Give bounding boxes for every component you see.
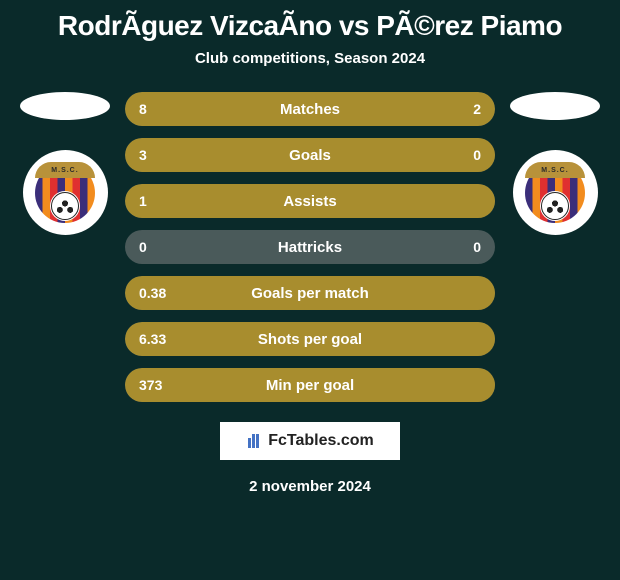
left-club-badge: M.S.C.: [23, 150, 108, 235]
left-player-col: M.S.C.: [15, 92, 115, 235]
stat-value-right: 2: [473, 101, 481, 117]
stat-label: Goals per match: [125, 285, 495, 302]
right-flag-icon: [510, 92, 600, 120]
stat-row: 373Min per goal: [125, 368, 495, 402]
stat-value-right: 0: [473, 239, 481, 255]
badge-label: M.S.C.: [35, 162, 95, 178]
badge-ball-icon: [50, 191, 80, 221]
badge-label: M.S.C.: [525, 162, 585, 178]
right-club-badge: M.S.C.: [513, 150, 598, 235]
content-area: M.S.C. 8Matches23Goals01Assists0Hattrick…: [0, 92, 620, 402]
left-flag-icon: [20, 92, 110, 120]
soccer-ball-icon: [541, 192, 569, 220]
stat-value-right: 0: [473, 147, 481, 163]
stat-label: Matches: [125, 101, 495, 118]
soccer-ball-icon: [51, 192, 79, 220]
source-logo: FcTables.com: [220, 422, 400, 460]
stat-label: Hattricks: [125, 239, 495, 256]
stat-row: 3Goals0: [125, 138, 495, 172]
subtitle: Club competitions, Season 2024: [0, 50, 620, 67]
stat-row: 6.33Shots per goal: [125, 322, 495, 356]
badge-ball-icon: [540, 191, 570, 221]
stat-label: Assists: [125, 193, 495, 210]
stat-row: 0Hattricks0: [125, 230, 495, 264]
stat-row: 8Matches2: [125, 92, 495, 126]
stats-list: 8Matches23Goals01Assists0Hattricks00.38G…: [125, 92, 495, 402]
comparison-panel: RodrÃ­guez VizcaÃ­no vs PÃ©rez Piamo Clu…: [0, 0, 620, 580]
stat-label: Min per goal: [125, 377, 495, 394]
bar-chart-icon: [246, 432, 264, 450]
stat-row: 1Assists: [125, 184, 495, 218]
right-player-col: M.S.C.: [505, 92, 605, 235]
stat-label: Shots per goal: [125, 331, 495, 348]
page-title: RodrÃ­guez VizcaÃ­no vs PÃ©rez Piamo: [0, 10, 620, 42]
logo-text: FcTables.com: [268, 432, 374, 450]
date-label: 2 november 2024: [0, 478, 620, 495]
stat-label: Goals: [125, 147, 495, 164]
stat-row: 0.38Goals per match: [125, 276, 495, 310]
